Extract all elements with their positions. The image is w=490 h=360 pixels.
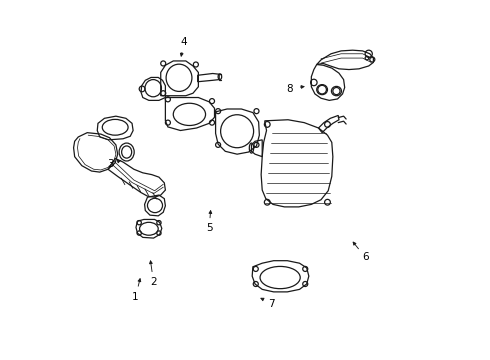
Text: 1: 1 [132,292,139,302]
Text: 5: 5 [206,224,213,233]
Text: 7: 7 [269,299,275,309]
Text: 2: 2 [150,277,157,287]
Text: 4: 4 [181,37,187,47]
Text: 6: 6 [362,252,368,262]
Text: 8: 8 [287,84,293,94]
Text: 3: 3 [107,159,114,169]
